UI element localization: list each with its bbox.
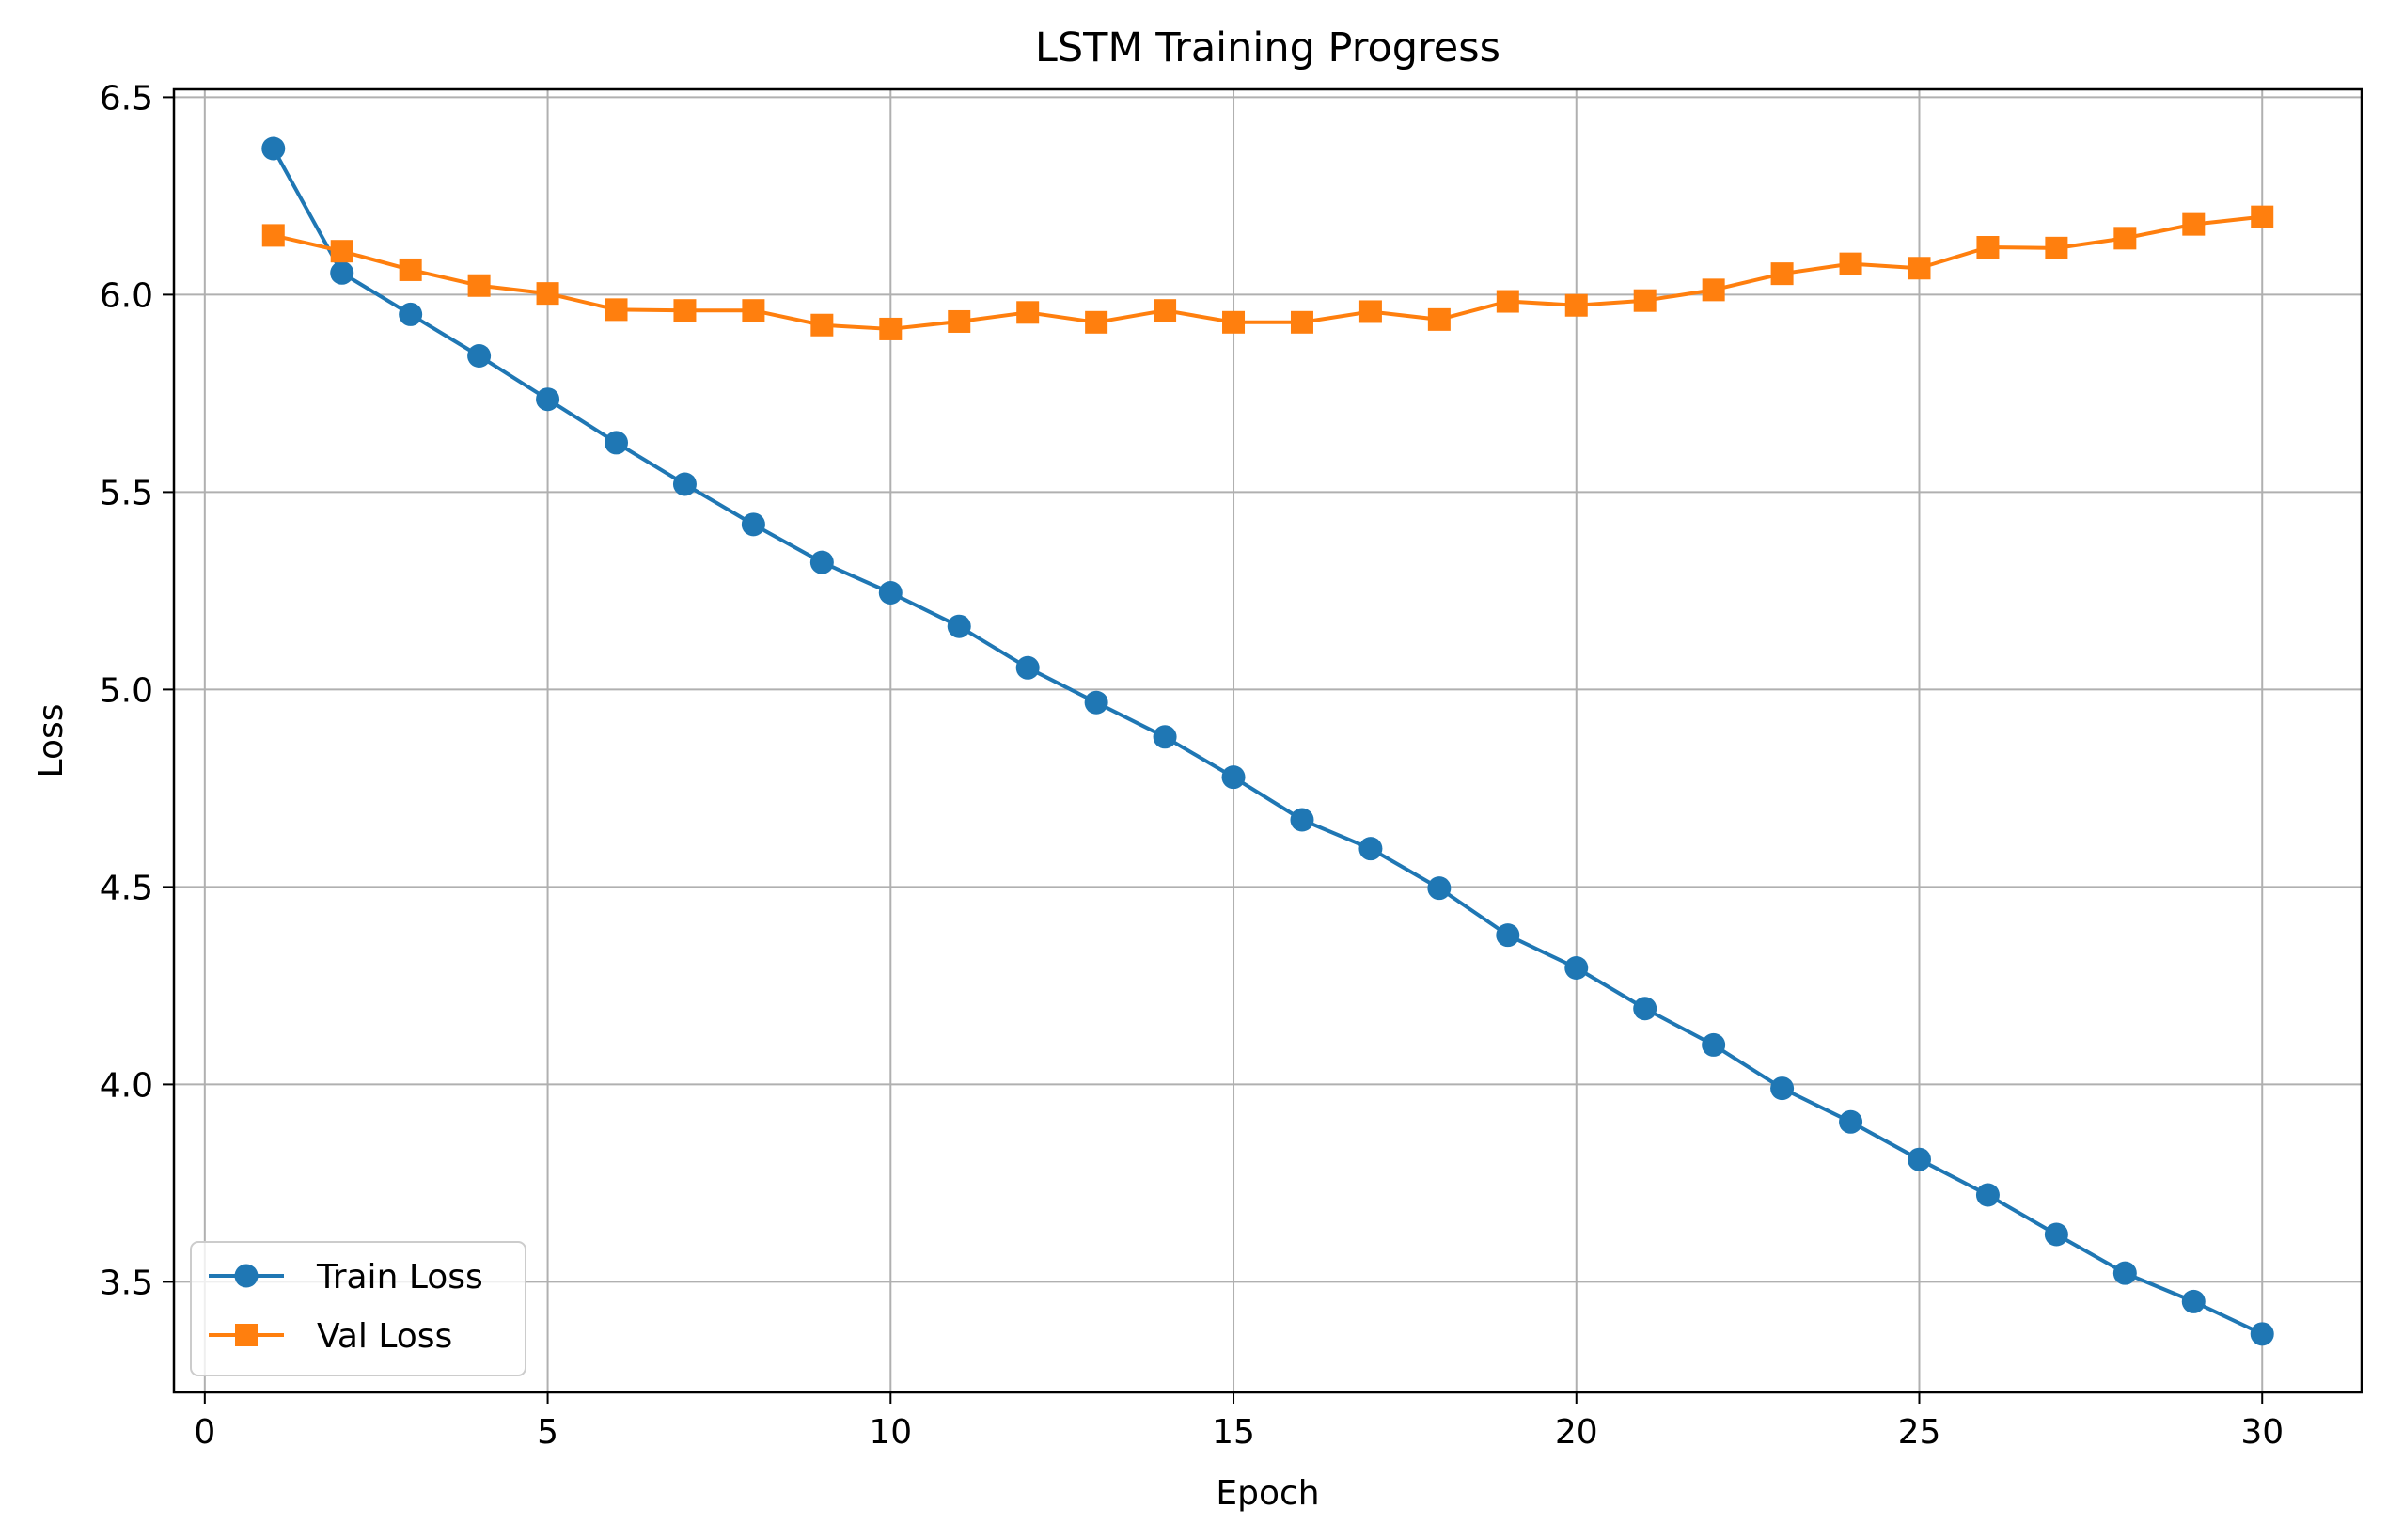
data-point [2250, 1322, 2274, 1346]
data-point [2251, 205, 2274, 228]
data-point [1564, 293, 1588, 317]
data-point [879, 317, 903, 340]
data-point [330, 260, 354, 285]
data-point [1496, 923, 1520, 948]
data-point [1496, 290, 1519, 313]
legend-item: Val Loss [209, 1317, 452, 1356]
data-point [1564, 956, 1589, 980]
data-point [605, 431, 629, 455]
x-tick-label: 25 [1898, 1413, 1941, 1452]
data-point [1358, 837, 1383, 861]
data-point [1908, 257, 1931, 280]
data-point [1976, 236, 2000, 259]
legend-marker [235, 1324, 258, 1346]
series-line [273, 214, 2263, 331]
x-tick-label: 15 [1212, 1413, 1255, 1452]
data-point [1427, 307, 1451, 331]
y-axis-label: Loss [32, 704, 71, 778]
data-point [2045, 236, 2068, 259]
data-point [673, 299, 697, 322]
data-point [1702, 1032, 1726, 1057]
data-point [1839, 1109, 1863, 1134]
x-axis-label: Epoch [1216, 1474, 1319, 1513]
data-point [261, 136, 286, 161]
data-point [810, 313, 834, 337]
data-point [1427, 876, 1452, 901]
data-point [605, 298, 628, 322]
legend: Train Loss Val Loss [190, 1241, 526, 1376]
data-point [1153, 725, 1177, 749]
data-point [878, 581, 903, 605]
data-point [536, 282, 559, 306]
data-point [742, 299, 765, 322]
data-point [1154, 299, 1177, 322]
grid [174, 89, 2362, 1392]
data-point [741, 512, 765, 537]
x-tick-label: 5 [537, 1413, 558, 1452]
chart-title: LSTM Training Progress [1035, 24, 1500, 71]
series-train-loss [261, 136, 2274, 1346]
y-tick-label: 3.5 [100, 1264, 153, 1302]
data-point [2112, 1261, 2137, 1285]
data-point [2113, 227, 2137, 250]
series-layer [261, 136, 2274, 1346]
data-point [1633, 289, 1657, 312]
legend-label: Val Loss [317, 1317, 452, 1356]
y-tick-label: 5.5 [100, 474, 153, 512]
data-point [261, 224, 285, 247]
data-point [1975, 1183, 2000, 1207]
x-tick-label: 0 [194, 1413, 215, 1452]
y-tick-label: 5.0 [100, 671, 153, 710]
data-point [947, 614, 971, 638]
series-line [272, 148, 2264, 1336]
data-point [1290, 310, 1313, 334]
data-point [1084, 690, 1108, 715]
ticks: 0 5 10 15 20 25 30 3.5 4.0 4.5 5.0 5.5 6.0 6.5 [100, 79, 2284, 1452]
data-point [948, 309, 971, 333]
data-point [2181, 1289, 2206, 1313]
data-point [1221, 765, 1246, 790]
y-tick-label: 4.0 [100, 1066, 153, 1105]
data-point [1290, 808, 1314, 832]
legend-item: Train Loss [209, 1258, 483, 1296]
data-point [1633, 997, 1657, 1021]
y-tick-label: 4.5 [100, 869, 153, 907]
x-tick-label: 20 [1555, 1413, 1598, 1452]
data-point [1839, 252, 1862, 275]
data-point [536, 387, 560, 412]
axes-frame [172, 87, 2363, 1394]
data-point [399, 302, 423, 326]
legend-label: Train Loss [316, 1258, 483, 1296]
data-point [1015, 655, 1040, 680]
data-point [467, 274, 491, 297]
y-tick-label: 6.5 [100, 79, 153, 118]
data-point [399, 258, 422, 281]
data-point [672, 472, 697, 496]
data-point [330, 240, 353, 263]
data-point [1907, 1147, 1931, 1171]
data-point [1016, 301, 1040, 324]
data-point [1358, 300, 1382, 323]
x-tick-label: 30 [2240, 1413, 2284, 1452]
data-point [1770, 262, 1794, 286]
y-tick-label: 6.0 [100, 276, 153, 315]
series-val-loss [261, 205, 2274, 340]
data-point [1085, 310, 1108, 334]
data-point [2044, 1222, 2068, 1247]
data-point [467, 344, 492, 368]
legend-marker [234, 1264, 259, 1288]
x-tick-label: 10 [869, 1413, 912, 1452]
data-point [809, 550, 834, 574]
data-point [1770, 1076, 1795, 1101]
data-point [1222, 310, 1246, 334]
data-point [2182, 212, 2206, 236]
data-point [1702, 278, 1725, 302]
